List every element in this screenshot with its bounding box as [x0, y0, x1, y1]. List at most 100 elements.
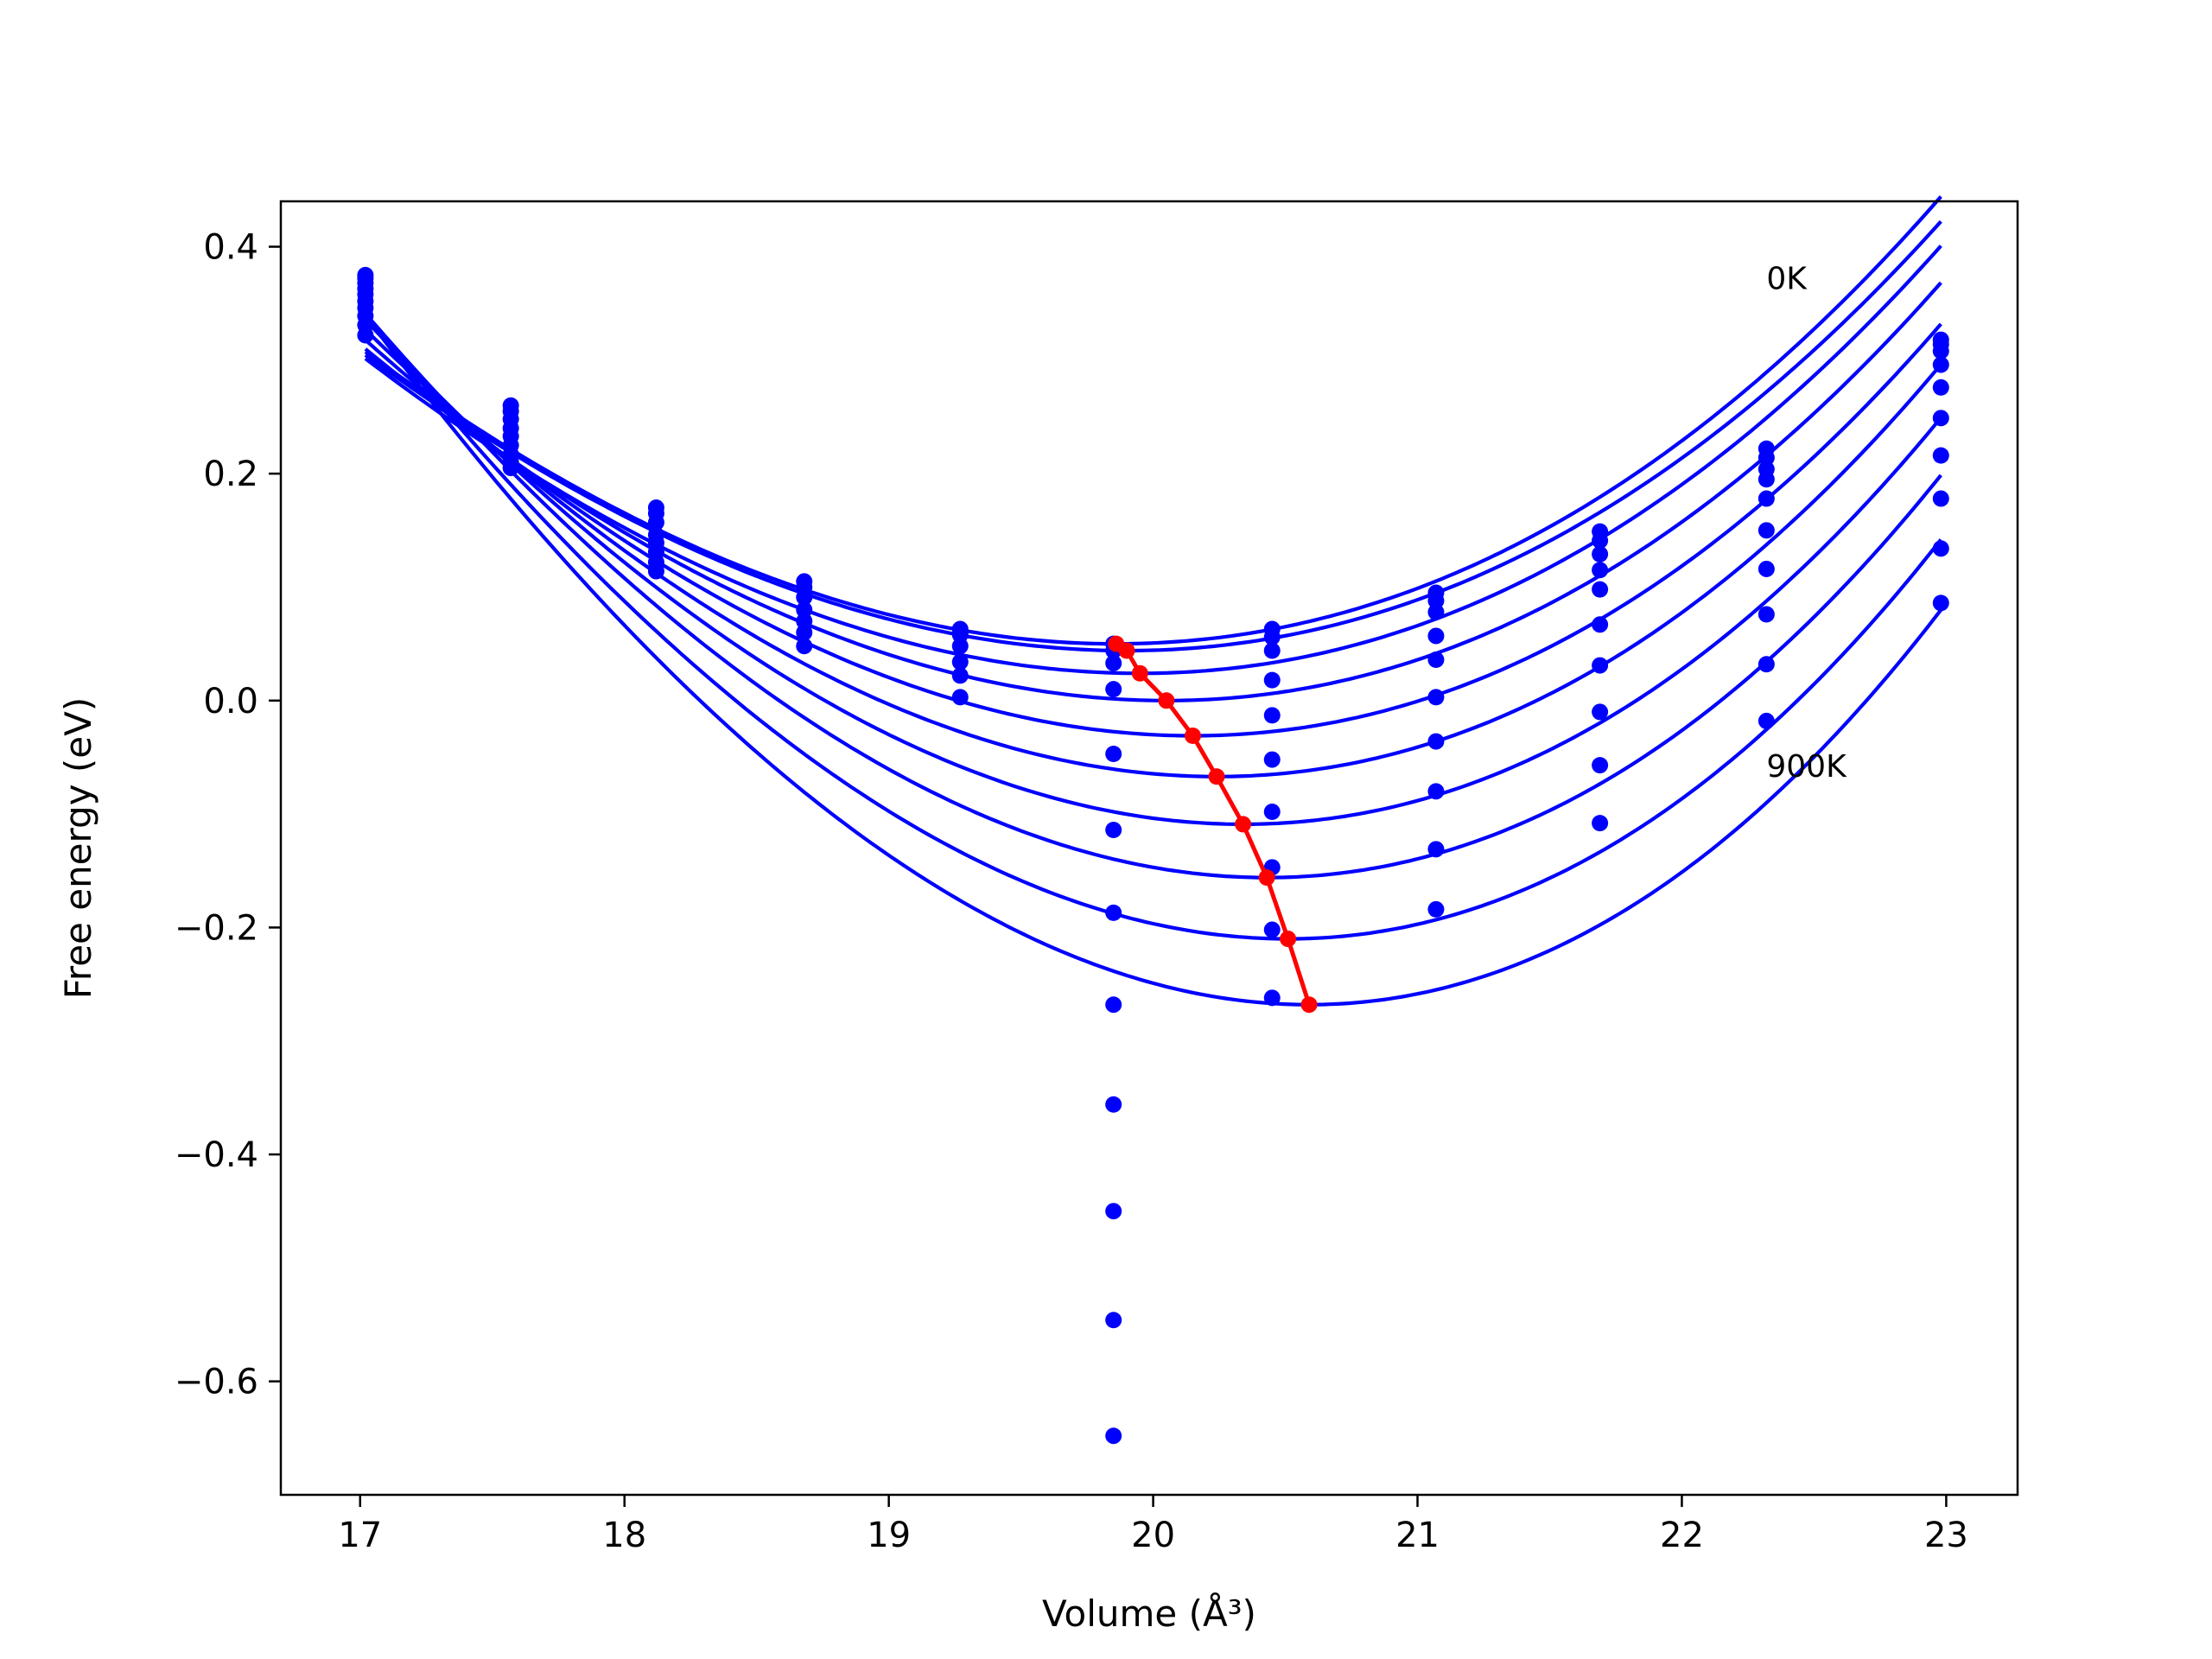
fit-curve-200K: [364, 245, 1942, 676]
data-point-500K: [1932, 410, 1949, 427]
y-tick-label: 0.0: [203, 682, 258, 721]
data-point-200K: [647, 514, 664, 531]
y-tick-label: −0.2: [175, 908, 258, 948]
data-point-900K: [1105, 1203, 1122, 1220]
data-point-500K: [1427, 689, 1445, 706]
y-axis-label: Free energy (eV): [57, 697, 99, 1000]
data-point-500K: [1758, 522, 1775, 539]
data-point-400K: [1263, 707, 1281, 724]
data-point-500K: [796, 624, 813, 641]
data-point-500K: [1105, 821, 1122, 838]
data-point-900K: [1758, 712, 1775, 729]
data-point-800K: [1758, 656, 1775, 673]
plot-frame: [279, 200, 2019, 1497]
minimum-point: [1158, 692, 1175, 709]
fit-curve-600K: [364, 318, 1942, 826]
data-point-300K: [1932, 356, 1949, 373]
fitted-curves: [364, 195, 1942, 1007]
y-tick-label: −0.4: [175, 1135, 258, 1175]
x-tick-label: 19: [867, 1516, 911, 1555]
data-point-700K: [1427, 783, 1445, 800]
data-point-800K: [1427, 841, 1445, 858]
minimum-point: [1235, 816, 1252, 833]
data-point-900K: [502, 460, 519, 477]
x-tick-label: 18: [602, 1516, 646, 1555]
x-tick-label: 17: [338, 1516, 382, 1555]
data-point-600K: [1592, 657, 1609, 674]
temperature-label: 0K: [1766, 261, 1808, 296]
data-point-400K: [1592, 581, 1609, 598]
y-axis-ticks: 0.4 0.2 0.0 −0.2 −0.4 −0.6: [175, 228, 281, 1402]
x-tick-label: 23: [1924, 1516, 1968, 1555]
data-point-700K: [647, 563, 664, 580]
fit-curve-100K: [364, 219, 1942, 653]
data-point-300K: [1592, 562, 1609, 579]
data-point-900K: [1427, 900, 1445, 918]
data-point-200K: [1105, 654, 1122, 671]
data-point-700K: [1592, 703, 1609, 721]
fit-curve-800K: [364, 313, 1942, 941]
data-point-400K: [1758, 490, 1775, 507]
fit-curve-0K: [364, 195, 1942, 646]
minimum-point: [1131, 664, 1148, 682]
minimum-path: [1108, 635, 1318, 1014]
data-point-400K: [1427, 652, 1445, 669]
data-point-300K: [1758, 471, 1775, 488]
data-point-100K: [951, 626, 969, 644]
minimum-point: [1208, 768, 1225, 785]
minimum-point: [1280, 931, 1297, 948]
data-point-900K: [357, 327, 374, 344]
x-tick-label: 20: [1131, 1516, 1175, 1555]
fit-curve-700K: [364, 312, 1942, 880]
data-point-300K: [1427, 627, 1445, 645]
minimum-point: [1118, 642, 1135, 659]
x-axis-label: Volume (Å³): [1042, 1592, 1256, 1635]
data-point-300K: [951, 653, 969, 671]
data-point-400K: [796, 613, 813, 630]
annotations: 0K 900K: [1766, 261, 1847, 785]
data-point-600K: [1932, 447, 1949, 464]
data-points: [357, 266, 1949, 1445]
data-point-200K: [1263, 642, 1281, 659]
y-tick-label: −0.6: [175, 1363, 258, 1402]
data-point: [1105, 1312, 1122, 1329]
fit-curve-400K: [364, 322, 1942, 738]
x-tick-label: 21: [1395, 1516, 1440, 1555]
x-tick-label: 22: [1660, 1516, 1704, 1555]
data-point: [1105, 1427, 1122, 1445]
fit-curve-300K: [364, 281, 1942, 702]
data-point-800K: [1932, 540, 1949, 557]
minimum-point: [1184, 727, 1201, 744]
x-axis-ticks: 17 18 19 20 21 22 23: [338, 1495, 1968, 1555]
data-point-100K: [1263, 628, 1281, 645]
minimum-point: [1258, 869, 1275, 887]
data-point-200K: [1932, 342, 1949, 359]
data-point-300K: [1105, 681, 1122, 698]
data-point-200K: [1592, 545, 1609, 563]
fit-curve-900K: [364, 314, 1942, 1007]
data-point-600K: [1427, 733, 1445, 750]
data-point-800K: [1105, 1096, 1122, 1113]
data-point-600K: [1263, 803, 1281, 820]
data-point-300K: [1263, 671, 1281, 689]
y-tick-label: 0.4: [203, 228, 258, 268]
data-point-800K: [1263, 921, 1281, 938]
minimum-point: [1300, 996, 1318, 1014]
data-point-400K: [1105, 746, 1122, 763]
data-point-100K: [1592, 532, 1609, 550]
data-point-500K: [1592, 616, 1609, 633]
data-point-700K: [1105, 996, 1122, 1014]
minimum-path-line: [1115, 642, 1312, 1006]
data-point-900K: [1932, 594, 1949, 612]
data-point-500K: [951, 689, 969, 706]
data-point-700K: [1758, 606, 1775, 623]
data-point-400K: [1932, 378, 1949, 396]
y-tick-label: 0.2: [203, 454, 258, 494]
temperature-label: 900K: [1766, 749, 1847, 785]
data-point-200K: [796, 588, 813, 606]
data-point-700K: [1932, 490, 1949, 507]
data-point-600K: [796, 638, 813, 655]
data-point-300K: [796, 601, 813, 619]
data-point-100K: [1427, 592, 1445, 609]
